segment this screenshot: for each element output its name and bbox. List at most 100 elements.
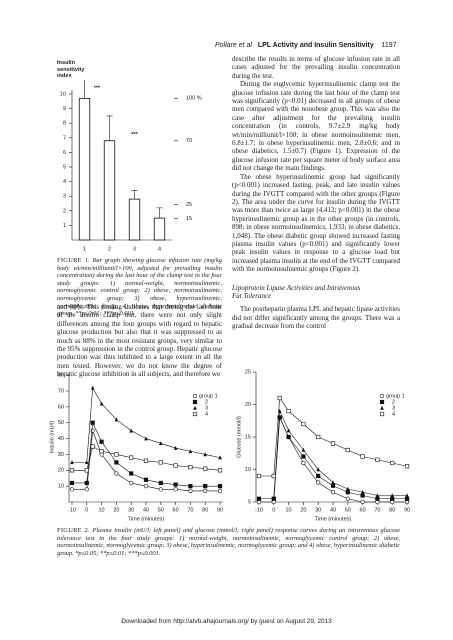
data-point [271,496,276,501]
annotation: *** [94,85,101,91]
y-tick-label: 9 [63,106,66,112]
y-tick-label: 8 [63,121,66,127]
data-point [188,488,193,494]
axes [68,372,223,503]
data-point [390,496,395,501]
bar [103,140,116,241]
data-point [129,455,134,460]
paragraph: describe the results in terms of glucose… [232,55,400,80]
series-line [71,430,221,492]
data-point [129,428,133,433]
page-number: 1197 [381,42,397,49]
paragraph: The obese hyperinsulinemic group had sig… [232,172,400,274]
y-tick-label: 5 [63,164,66,170]
bar [153,217,166,241]
x-tick-label: 50 [345,507,351,513]
legend-marker [193,405,197,410]
data-point [69,480,75,486]
data-point [257,496,261,501]
legend-label: 3 [392,405,395,411]
data-point [375,496,380,501]
y-tick-label: 5 [248,499,251,505]
data-point [218,455,222,460]
legend-label: 4 [205,411,208,417]
y-tick-label: 15 [245,434,251,440]
error-bar [106,115,113,141]
data-point [277,415,282,420]
running-header: Pollare et al LPL Activity and Insulin S… [215,42,397,49]
data-point [345,447,350,453]
data-point [390,493,395,498]
data-point [316,480,321,485]
caption-label: FIGURE 1. [57,257,91,264]
data-point [144,436,148,441]
y-tick-label: 2 [63,208,66,214]
x-tick-label: 10 [286,507,292,513]
data-point [404,496,410,501]
footer: Downloaded from http://atvb.ahajournals.… [121,618,332,625]
x-tick-label: 70 [187,507,193,513]
y-axis-label: Insulin sensitivity index [57,60,85,80]
figure-2-insulin: 10 20 30 40 50 60 70 80 -10 0 10 20 30 40 50 60 70 80 90 Ti… [49,372,223,522]
data-point [99,401,104,406]
legend-marker [380,405,384,410]
x-tick-label: 20 [113,507,119,513]
data-point [114,417,119,422]
data-point [345,496,350,501]
data-point [173,482,178,487]
y-tick-label: 70 [58,388,64,394]
x-tick-label: 1 [83,246,86,252]
data-point [203,466,208,471]
data-point [114,452,119,457]
data-point [404,464,410,469]
y-tick-label: 30 [58,452,64,458]
data-point [360,490,365,495]
data-point [188,465,193,470]
data-point [90,428,95,433]
data-point [256,473,262,479]
x-tick-label: 70 [374,507,380,513]
caption-text: Plasma insulin (mU/l; left panel) and gl… [57,527,400,557]
data-point [84,468,89,473]
x-axis-label: Time (minutes) [128,516,165,522]
data-point [360,493,365,498]
x-tick-label: 4 [158,246,161,252]
data-point [158,480,163,486]
legend-label: 4 [392,411,395,417]
data-point [129,480,134,486]
data-point [271,473,276,479]
error-bar [156,207,163,219]
data-point [129,471,134,476]
data-point [69,487,75,492]
y2-tick-label: 100 % [186,96,202,102]
data-point [158,487,163,492]
y-tick-label: 10 [58,484,64,490]
y-axis-label: Glucose (mmol/l) [236,416,242,458]
error-bar [131,190,138,200]
data-point [375,457,380,462]
data-point [90,420,95,425]
data-point [217,488,223,494]
x-tick-label: 40 [143,507,149,513]
data-point [188,484,193,489]
figure-2-glucose: 5 10 15 20 25 -10 0 10 20 30 40 50 60 70 80 90 Time (min… [236,369,410,522]
data-point [203,484,208,489]
x-tick-label: -10 [255,507,263,513]
x-tick-label: 80 [389,507,395,513]
data-point [316,473,321,479]
data-point [301,460,306,466]
legend-label: group 1 [199,393,218,399]
x-tick-label: 3 [133,246,136,252]
x-tick-label: 20 [300,507,306,513]
data-point [277,395,282,401]
data-point [316,467,320,472]
x-tick-label: 80 [202,507,208,513]
data-point [405,493,409,498]
data-point [99,449,104,454]
x-tick-label: 30 [315,507,321,513]
series-line [258,417,408,500]
legend-marker [379,399,385,405]
caption-label: FIGURE 2. [57,527,91,534]
series-line [258,410,408,500]
x-tick-label: 10 [99,507,105,513]
